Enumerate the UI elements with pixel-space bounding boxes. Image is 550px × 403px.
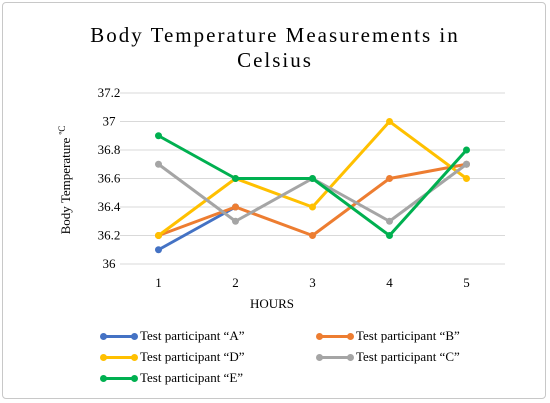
legend-label-d: Test participant “D” [140, 349, 245, 364]
data-point-e [155, 132, 162, 140]
data-point-e [463, 146, 470, 154]
data-point-a [155, 246, 162, 254]
data-point-d [309, 203, 316, 211]
data-point-d [155, 232, 162, 239]
data-point-b [232, 203, 239, 211]
series-line-a [157, 205, 237, 252]
legend-label-c: Test participant “C” [356, 349, 460, 364]
chart-title-line-2: Celsius [237, 48, 313, 72]
data-point-c [155, 160, 162, 168]
data-point-c [386, 217, 393, 225]
legend-item-a[interactable]: Test participant “A” [100, 328, 245, 343]
legend-swatch-d [100, 350, 138, 364]
legend-item-d[interactable]: Test participant “D” [100, 349, 245, 364]
series-line-e [157, 134, 468, 237]
x-axis-title: HOURS [250, 296, 294, 311]
x-tick-label: 2 [232, 275, 239, 290]
x-tick-label: 5 [463, 275, 470, 290]
y-axis-ticks: 36 36.2 36.4 36.6 36.8 37 37.2 [98, 85, 121, 271]
legend-swatch-a [100, 329, 138, 343]
y-tick-label: 36.4 [98, 199, 121, 214]
series-lines [155, 118, 470, 254]
y-tick-label: 36.8 [98, 142, 121, 157]
legend-label-e: Test participant “E” [140, 370, 244, 385]
series-c [155, 160, 470, 225]
data-point-e [232, 175, 239, 182]
data-point-b [309, 232, 316, 239]
data-point-d [386, 118, 393, 125]
data-point-d [463, 175, 470, 182]
y-axis-title: Body Temperature ºC [57, 126, 73, 235]
y-tick-label: 36.2 [98, 228, 121, 243]
y-tick-label: 36 [103, 256, 117, 271]
legend-item-b[interactable]: Test participant “B” [316, 328, 460, 343]
x-tick-label: 3 [309, 275, 316, 290]
legend-swatch-e [100, 371, 138, 385]
y-tick-label: 37.2 [98, 85, 121, 100]
data-point-c [232, 217, 239, 225]
data-point-c [463, 160, 470, 168]
x-tick-label: 1 [155, 275, 162, 290]
legend-label-b: Test participant “B” [356, 328, 460, 343]
data-point-e [309, 175, 316, 182]
legend-swatch-c [316, 350, 354, 364]
chart-title-line-1: Body Temperature Measurements in [90, 23, 460, 47]
legend-item-c[interactable]: Test participant “C” [316, 349, 460, 364]
legend-swatch-b [316, 329, 354, 343]
legend-label-a: Test participant “A” [140, 328, 245, 343]
data-point-e [386, 232, 393, 239]
x-axis-ticks: 1 2 3 4 5 [155, 275, 470, 290]
y-tick-label: 37 [103, 114, 117, 129]
data-point-b [386, 175, 393, 182]
y-tick-label: 36.6 [98, 171, 121, 186]
series-e [155, 132, 470, 239]
legend-item-e[interactable]: Test participant “E” [100, 370, 244, 385]
x-tick-label: 4 [386, 275, 393, 290]
series-d [155, 118, 470, 239]
